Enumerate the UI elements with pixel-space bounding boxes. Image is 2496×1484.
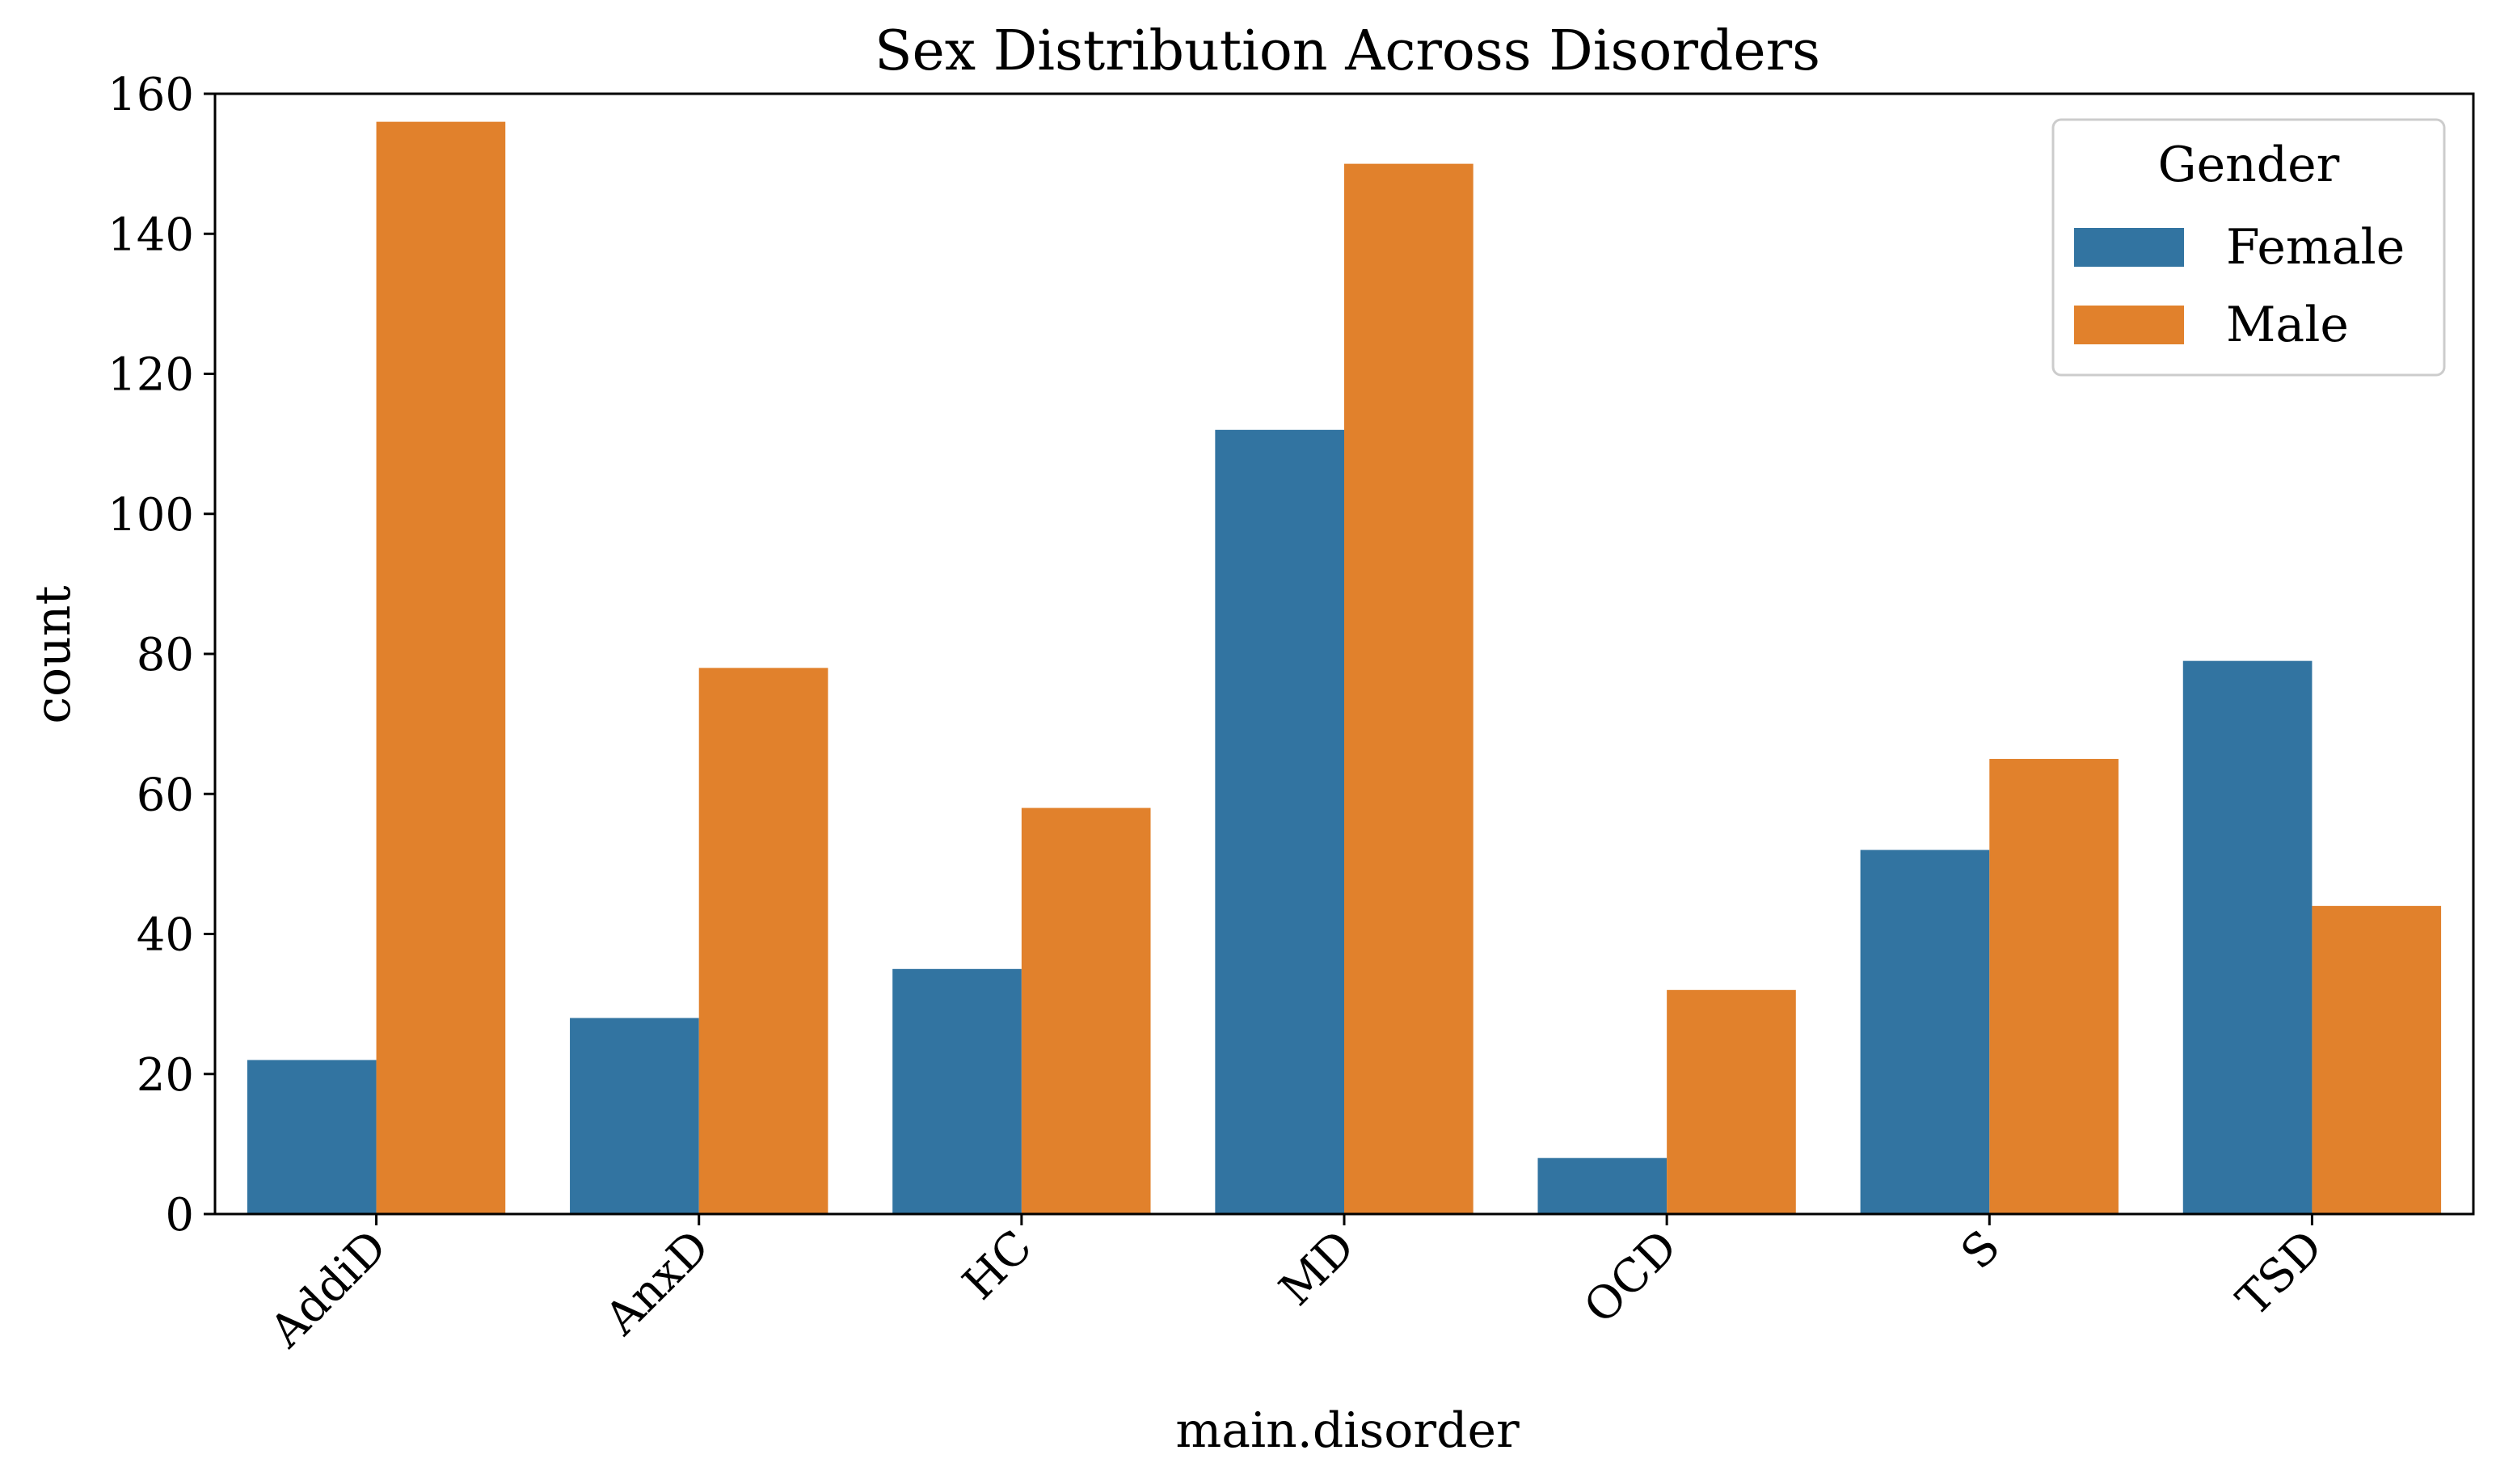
- y-axis: 0 20 40 60 80 100 120 140 160: [108, 69, 215, 1242]
- legend-label-male: Male: [2226, 297, 2349, 353]
- x-tick-label-hc: HC: [953, 1221, 1043, 1310]
- bar-ocd-female: [1537, 1157, 1668, 1214]
- legend-title: Gender: [2158, 137, 2340, 193]
- y-tick-label: 0: [165, 1189, 194, 1242]
- bar-anxd-male: [698, 668, 828, 1214]
- y-tick-label: 100: [108, 489, 194, 542]
- y-tick-label: 40: [137, 909, 194, 962]
- bar-s-male: [1989, 758, 2119, 1214]
- y-tick-label: 160: [108, 69, 194, 121]
- bar-addid-female: [247, 1060, 377, 1214]
- y-tick-label: 60: [137, 769, 194, 821]
- legend-entries: Female Male: [2074, 219, 2405, 353]
- x-axis-label: main.disorder: [1175, 1402, 1520, 1459]
- legend: Gender Female Male: [2051, 118, 2446, 377]
- x-axis: AddiD AnxD HC MD OCD S TSD: [259, 1214, 2333, 1358]
- x-tick-label-addid: AddiD: [259, 1221, 397, 1358]
- bar-ocd-male: [1667, 989, 1796, 1214]
- plot-frame: [213, 92, 2475, 1216]
- bar-tsd-male: [2312, 905, 2442, 1214]
- legend-swatch-female: [2074, 228, 2184, 267]
- legend-swatch-male: [2074, 306, 2184, 344]
- bar-tsd-female: [2182, 660, 2313, 1214]
- bar-md-female: [1215, 429, 1344, 1214]
- legend-label-female: Female: [2226, 219, 2405, 276]
- bar-hc-female: [892, 968, 1022, 1214]
- x-tick-label-md: MD: [1270, 1221, 1365, 1316]
- bar-anxd-female: [570, 1018, 699, 1214]
- x-tick-label-ocd: OCD: [1575, 1221, 1688, 1334]
- y-axis-label: count: [25, 585, 82, 723]
- bar-md-male: [1344, 163, 1474, 1214]
- bar-addid-male: [376, 121, 506, 1214]
- x-tick-label-tsd: TSD: [2227, 1221, 2333, 1326]
- x-tick-label-anxd: AnxD: [595, 1221, 720, 1346]
- chart-title: Sex Distribution Across Disorders: [875, 19, 1820, 83]
- y-tick-label: 80: [137, 629, 194, 681]
- bar-hc-male: [1021, 807, 1151, 1214]
- y-tick-label: 120: [108, 349, 194, 402]
- x-tick-label-s: S: [1951, 1221, 2010, 1280]
- y-tick-label: 140: [108, 209, 194, 261]
- bars-group: [247, 121, 2442, 1214]
- bar-s-female: [1860, 850, 1990, 1214]
- y-tick-label: 20: [137, 1049, 194, 1102]
